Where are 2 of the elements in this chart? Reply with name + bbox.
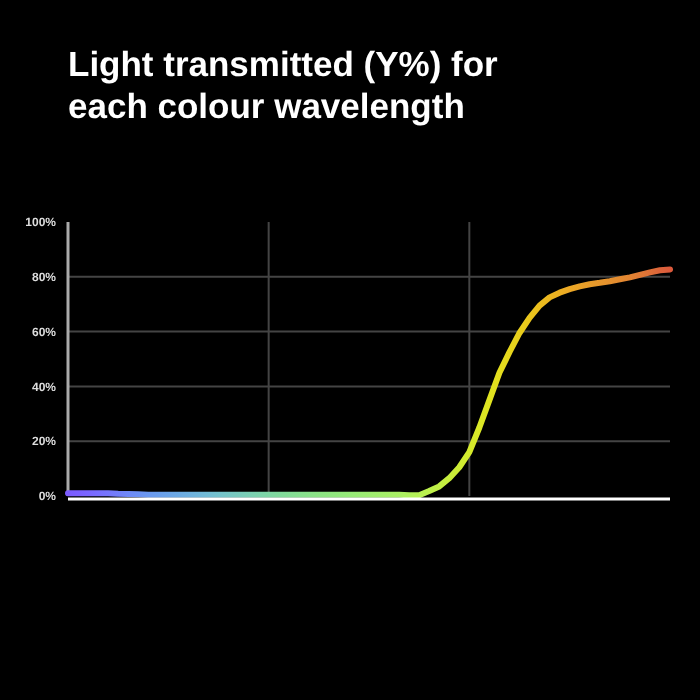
line-series [65,266,673,499]
chart-title: Light transmitted (Y%) for each colour wavelength [68,44,499,126]
